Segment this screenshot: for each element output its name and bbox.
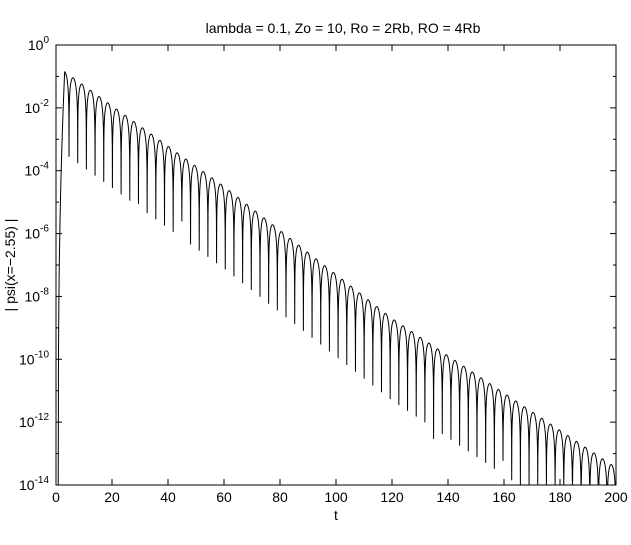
x-tick-label: 140 bbox=[436, 489, 460, 505]
y-tick-label-base: 10 bbox=[25, 226, 41, 242]
y-tick-label-base: 10 bbox=[25, 163, 41, 179]
x-tick-label: 180 bbox=[548, 489, 572, 505]
x-tick-label: 40 bbox=[160, 489, 176, 505]
y-tick-label-base: 10 bbox=[19, 477, 35, 493]
y-tick-label-exponent: 0 bbox=[43, 35, 49, 46]
y-tick-label-exponent: -6 bbox=[40, 224, 49, 235]
y-tick-label: 10-12 bbox=[19, 412, 49, 430]
y-tick-label: 10-10 bbox=[19, 349, 49, 367]
y-tick-label-base: 10 bbox=[25, 288, 41, 304]
y-tick-label-base: 10 bbox=[25, 100, 41, 116]
y-tick-label-exponent: -2 bbox=[40, 98, 49, 109]
y-tick-label: 10-14 bbox=[19, 475, 49, 493]
x-tick-label: 20 bbox=[104, 489, 120, 505]
y-tick-label-exponent: -8 bbox=[40, 286, 49, 297]
y-tick-label: 10-4 bbox=[25, 161, 50, 179]
y-tick-label-base: 10 bbox=[28, 37, 44, 53]
y-tick-label-base: 10 bbox=[19, 414, 35, 430]
x-tick-label: 80 bbox=[272, 489, 288, 505]
y-tick-label-exponent: -14 bbox=[35, 475, 50, 486]
x-axis: 0 20 40 60 80 100 120 140 160 180 200 bbox=[52, 45, 628, 505]
x-tick-label: 60 bbox=[216, 489, 232, 505]
y-tick-label-base: 10 bbox=[19, 351, 35, 367]
y-tick-label-exponent: -4 bbox=[40, 161, 49, 172]
y-tick-label-exponent: -12 bbox=[35, 412, 50, 423]
y-tick-label: 10-8 bbox=[25, 286, 50, 304]
x-axis-label: t bbox=[334, 507, 338, 523]
x-tick-label: 120 bbox=[380, 489, 404, 505]
x-tick-label: 200 bbox=[604, 489, 628, 505]
chart-title: lambda = 0.1, Zo = 10, Ro = 2Rb, RO = 4R… bbox=[206, 20, 481, 36]
y-tick-label: 10-2 bbox=[25, 98, 50, 116]
x-tick-label: 160 bbox=[492, 489, 516, 505]
x-tick-label: 100 bbox=[324, 489, 348, 505]
x-tick-label: 0 bbox=[52, 489, 60, 505]
y-tick-label: 100 bbox=[28, 35, 50, 53]
y-tick-label-exponent: -10 bbox=[35, 349, 50, 360]
y-tick-label: 10-6 bbox=[25, 224, 50, 242]
y-axis-label: | psi(x=−2.55) | bbox=[2, 219, 18, 312]
series-line-psi bbox=[56, 71, 617, 486]
